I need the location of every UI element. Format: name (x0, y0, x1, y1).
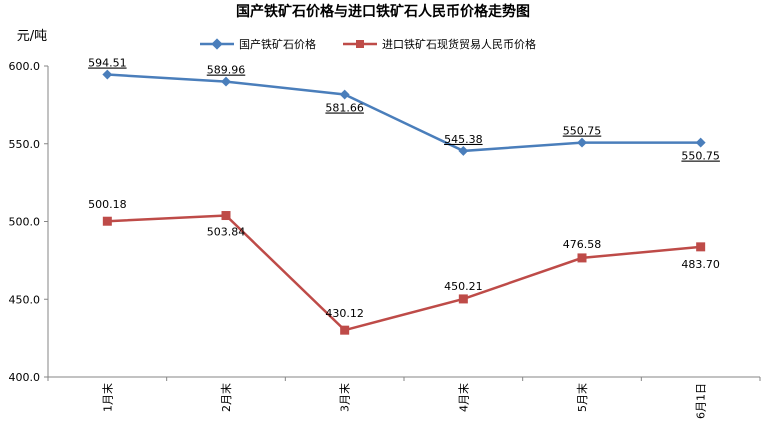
square-marker (102, 216, 112, 226)
data-label: 500.18 (88, 198, 127, 211)
diamond-marker (695, 137, 706, 148)
y-tick-label: 550.0 (9, 138, 41, 151)
diamond-marker (577, 137, 587, 148)
square-marker (458, 294, 468, 304)
x-tick-label: 3月末 (338, 383, 352, 412)
data-labels: 594.51 589.96 581.66 545.38 550.75 550.75 500.… (88, 57, 720, 321)
square-marker (577, 253, 587, 263)
x-tick-label: 2月末 (219, 383, 233, 412)
diamond-marker (458, 145, 469, 156)
legend-label-import: 进口铁矿石现货贸易人民币价格 (382, 37, 536, 51)
y-tick-label: 400.0 (9, 371, 41, 384)
square-marker (221, 211, 231, 221)
x-tick-label: 1月末 (100, 383, 114, 412)
data-label: 550.75 (681, 150, 720, 163)
x-axis-ticks: 1月末 2月末 3月末 4月末 5月末 6月1日 (47, 377, 761, 419)
square-marker (696, 242, 706, 252)
x-tick-label: 6月1日 (695, 383, 708, 419)
square-marker (340, 325, 350, 335)
series-line-0 (107, 73, 701, 153)
data-label: 550.75 (563, 125, 602, 138)
x-tick-label: 5月末 (575, 383, 589, 412)
series-lines (107, 73, 701, 332)
diamond-marker (102, 69, 113, 80)
data-label: 483.70 (681, 258, 720, 271)
data-label: 450.21 (444, 280, 483, 293)
series-line-1 (107, 214, 701, 332)
data-label: 581.66 (325, 102, 364, 115)
data-label: 594.51 (88, 57, 127, 70)
series-markers (102, 69, 706, 335)
legend-label-domestic: 国产铁矿石价格 (239, 37, 316, 51)
y-axis-unit-label: 元/吨 (17, 29, 47, 44)
diamond-marker (339, 89, 350, 100)
data-label: 476.58 (563, 238, 602, 251)
diamond-marker (221, 76, 231, 87)
y-axis-ticks: 400.0 450.0 500.0 550.0 600.0 (9, 60, 48, 384)
legend-marker-import (356, 40, 364, 48)
y-tick-label: 500.0 (9, 216, 41, 229)
y-tick-label: 450.0 (9, 293, 41, 306)
legend-marker-domestic (211, 38, 223, 50)
data-label: 430.12 (325, 307, 364, 320)
chart-title: 国产铁矿石价格与进口铁矿石人民币价格走势图 (236, 3, 530, 20)
y-tick-label: 600.0 (9, 60, 41, 73)
legend: 国产铁矿石价格 进口铁矿石现货贸易人民币价格 (200, 37, 536, 51)
data-label: 589.96 (207, 64, 246, 77)
x-tick-label: 4月末 (456, 383, 470, 412)
data-label: 545.38 (444, 133, 483, 146)
data-label: 503.84 (207, 226, 246, 239)
